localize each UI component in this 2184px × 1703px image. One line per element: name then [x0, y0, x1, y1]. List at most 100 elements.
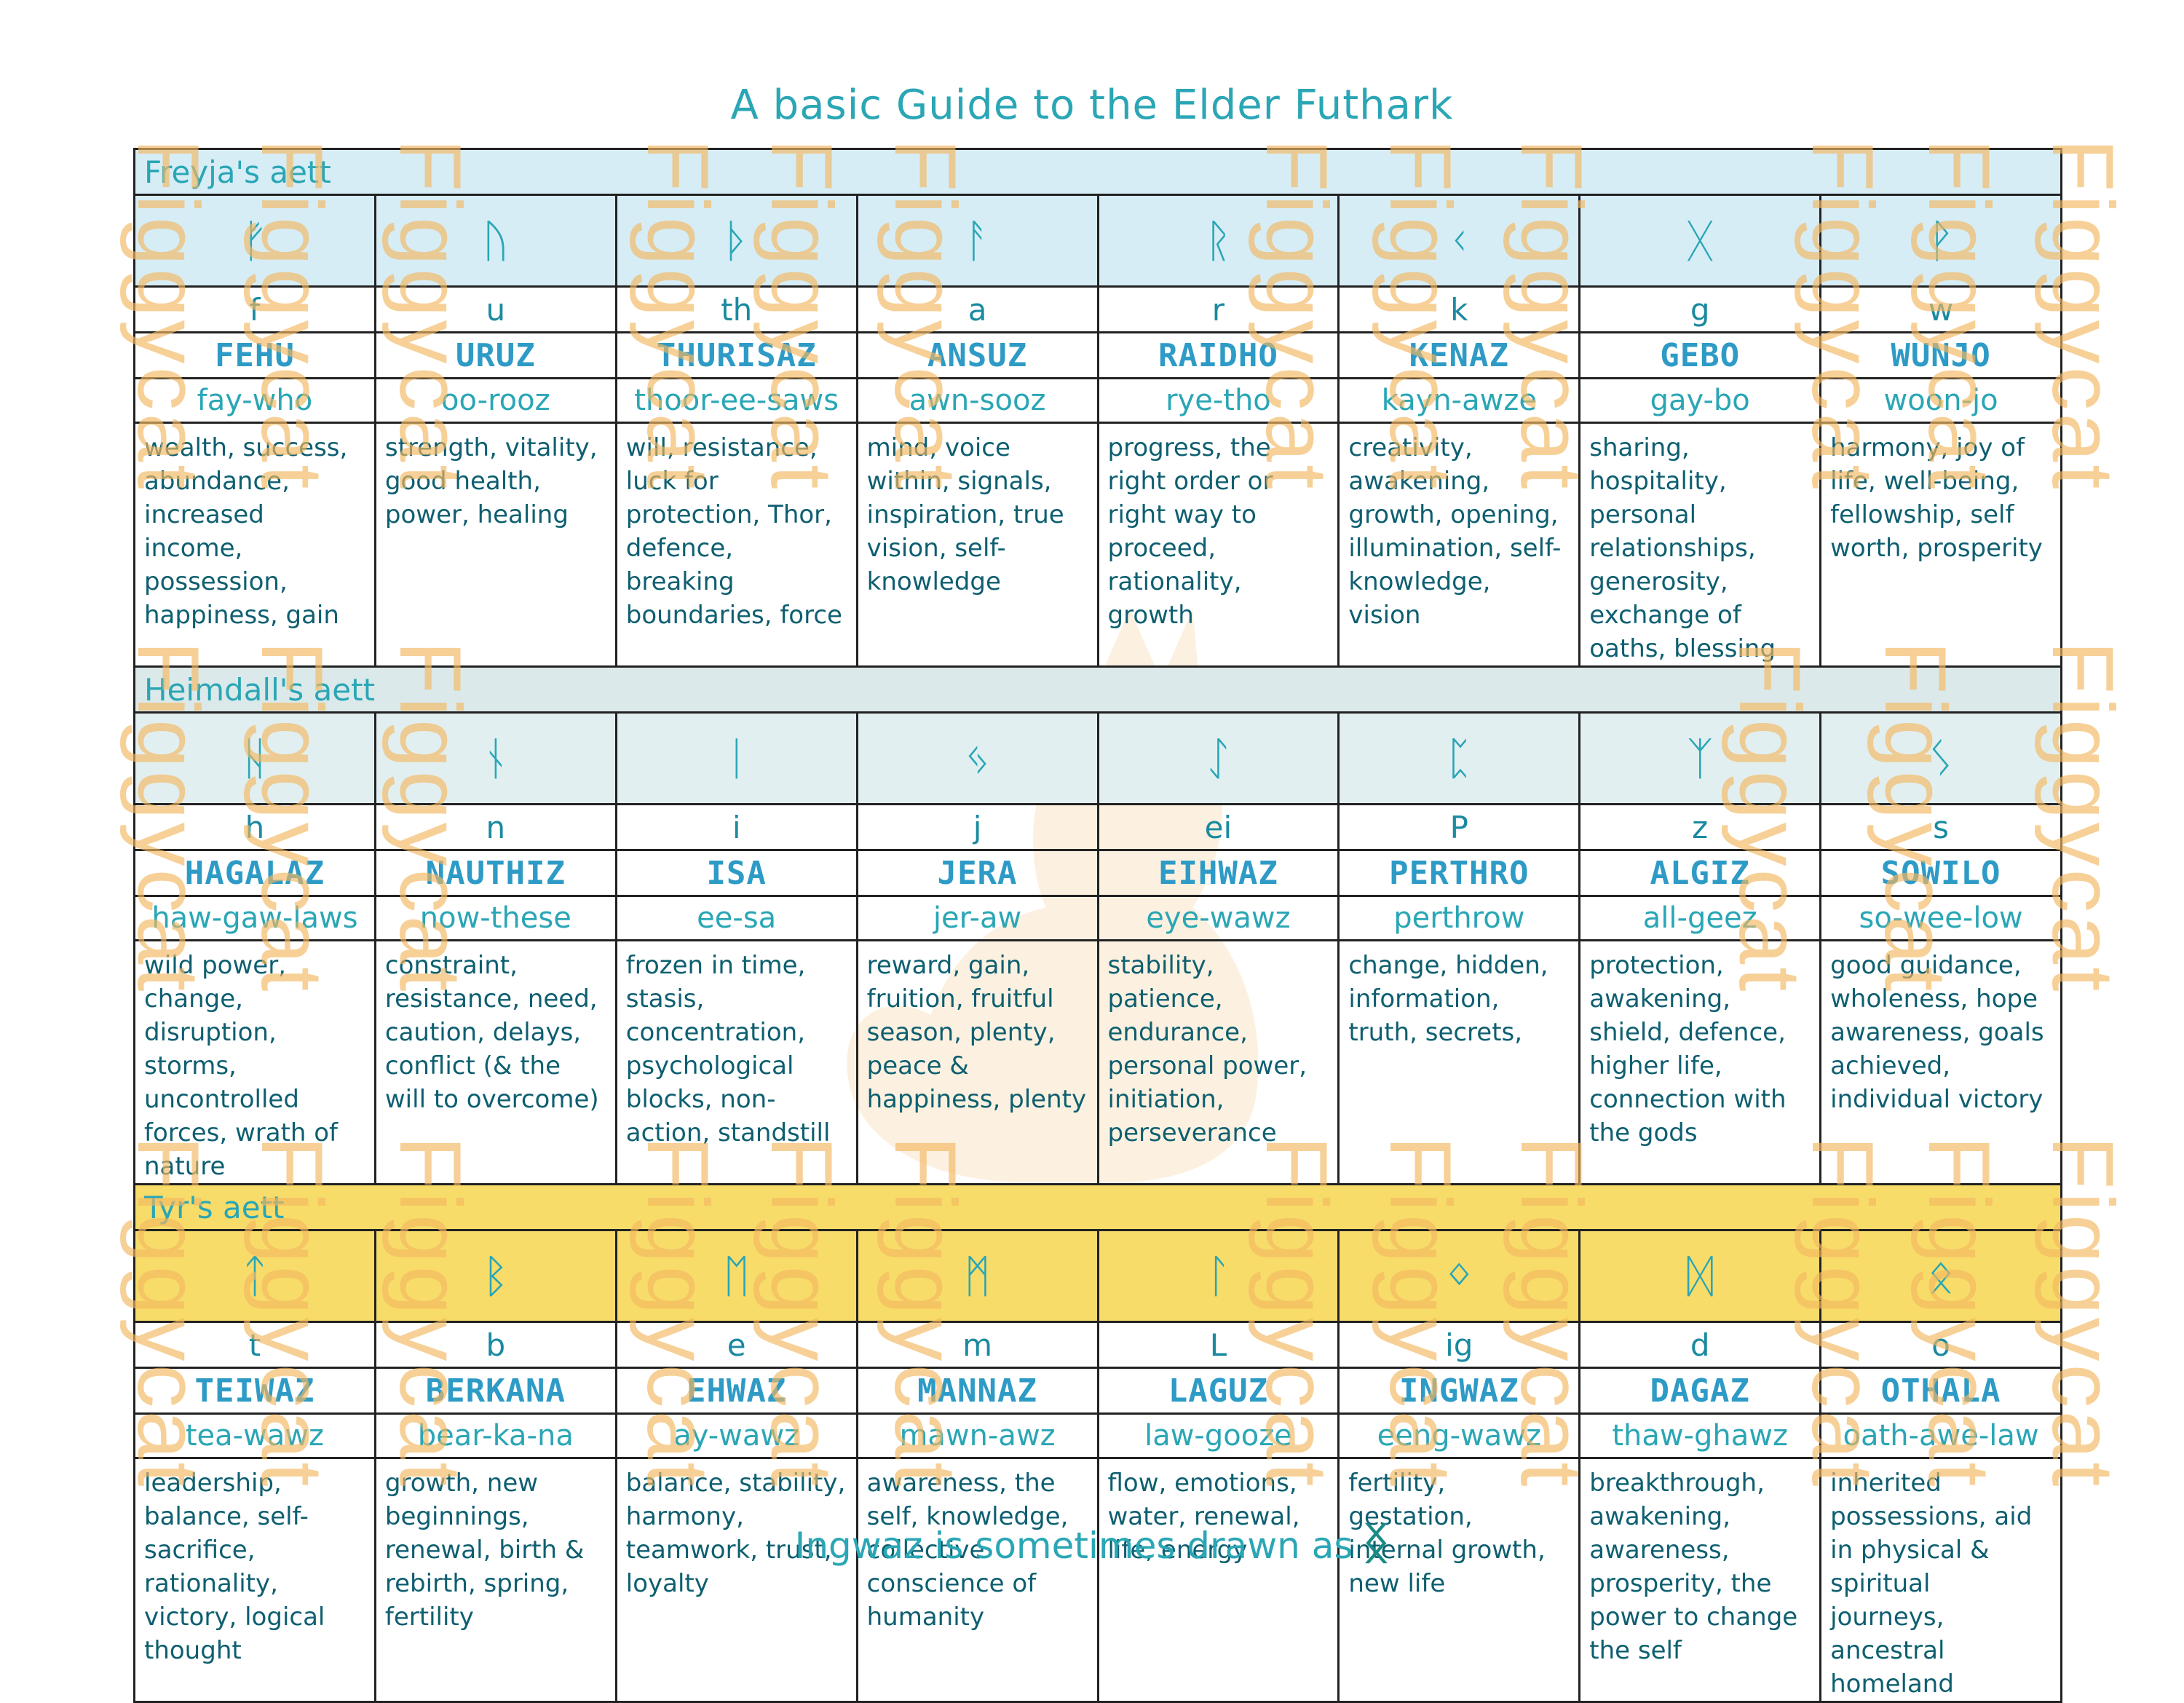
page-title: A basic Guide to the Elder Futhark	[730, 82, 1454, 129]
rune-meaning-cell: wild power, change, disruption, storms, …	[133, 939, 376, 1185]
rune-name-cell: TEIWAZ	[133, 1367, 376, 1415]
watermark-text: Figgycat	[381, 1136, 479, 1490]
rune-name: LAGUZ	[1168, 1372, 1269, 1410]
watermark-text: Figgycat	[119, 641, 217, 995]
rune-name-cell: URUZ	[373, 331, 617, 379]
rune-letter: f	[249, 291, 261, 328]
rune-pronunciation: rye-tho	[1166, 384, 1271, 417]
rune-letter: a	[968, 291, 987, 328]
rune-letter: w	[1928, 291, 1954, 328]
watermark-text: Figgycat	[1248, 138, 1345, 492]
rune-glyph: ᚠ	[241, 214, 269, 267]
futhark-table: Freyja's aett ᚠ ᚢ ᚦ ᚨ ᚱ ᚲ ᚷ ᚹ f u th a r k g w FEHU URUZ T…	[133, 148, 2062, 1703]
rune-meaning-cell: strength, vitality, good health, power, …	[373, 422, 617, 668]
rune-letter: t	[248, 1327, 261, 1363]
rune-name: FEHU	[214, 336, 295, 374]
footer-text: Ingwaz is sometimes drawn as	[794, 1525, 1353, 1567]
rune-name-cell: JERA	[855, 849, 1099, 897]
rune-pronunciation-cell: rye-tho	[1096, 377, 1340, 424]
rune-pronunciation-cell: woon-jo	[1819, 377, 2062, 424]
rune-meaning: progress, the right order or right way t…	[1107, 433, 1273, 630]
freyja-aett-section: Freyja's aett ᚠ ᚢ ᚦ ᚨ ᚱ ᚲ ᚷ ᚹ f u th a r k g w FEHU URUZ T…	[133, 148, 2062, 668]
watermark-text: Figgycat	[1721, 641, 1819, 995]
rune-name-cell: EIHWAZ	[1096, 849, 1340, 897]
rune-pronunciation-cell: ee-sa	[614, 895, 858, 941]
rune-glyph-cell: ᛉ	[1578, 711, 1822, 805]
rune-letter: th	[721, 291, 753, 328]
rune-name-cell: HAGALAZ	[133, 849, 376, 897]
rune-glyph: ᛜ	[1445, 1249, 1473, 1303]
rune-letter-cell: d	[1578, 1321, 1822, 1369]
watermark-text: Figgycat	[2034, 641, 2132, 995]
rune-letter: j	[973, 809, 982, 845]
rune-meaning: creativity, awakening, growth, opening, …	[1348, 433, 1562, 630]
rune-name: JERA	[937, 854, 1018, 892]
rune-pronunciation: kayn-awze	[1381, 384, 1537, 417]
rune-pronunciation: now-these	[419, 901, 571, 935]
rune-name: PERTHRO	[1389, 854, 1530, 892]
rune-meaning-cell: harmony, joy of life, well-being, fellow…	[1819, 422, 2062, 668]
rune-meaning-cell: mind, voice within, signals, inspiration…	[855, 422, 1099, 668]
rune-glyph: ᛟ	[1927, 1249, 1955, 1303]
rune-meaning-cell: breakthrough, awakening, awareness, pros…	[1578, 1457, 1822, 1703]
rune-name: ISA	[706, 854, 767, 892]
rune-name: NAUTHIZ	[425, 854, 566, 892]
rune-name: ALGIZ	[1650, 854, 1750, 892]
rune-name: DAGAZ	[1650, 1372, 1750, 1410]
watermark-text: Figgycat	[1372, 1136, 1469, 1490]
rune-pronunciation-cell: so-wee-low	[1819, 895, 2062, 941]
rune-name-row: FEHU URUZ THURISAZ ANSUZ RAIDHO KENAZ GEBO WUNJ…	[133, 331, 2062, 379]
rune-letter: b	[486, 1327, 506, 1363]
rune-letter-cell: ei	[1096, 803, 1340, 851]
rune-meaning-row: leadership, balance, self-sacrifice, rat…	[133, 1457, 2062, 1703]
rune-name: ANSUZ	[927, 336, 1028, 374]
rune-glyph-cell: ᛟ	[1819, 1229, 2062, 1323]
rune-name: RAIDHO	[1158, 336, 1278, 374]
rune-letter: e	[727, 1327, 746, 1363]
rune-letter: k	[1450, 291, 1468, 328]
rune-meaning: protection, awakening, shield, defence, …	[1589, 951, 1787, 1147]
watermark-text: Figgycat	[629, 1136, 727, 1490]
rune-glyph-cell: ᛁ	[614, 711, 858, 805]
rune-meaning: flow, emotions, water, renewal, life, en…	[1107, 1469, 1300, 1565]
rune-glyph-cell: ᚠ	[133, 194, 376, 288]
rune-glyph: ᚦ	[723, 214, 751, 267]
rune-meaning-cell: creativity, awakening, growth, opening, …	[1337, 422, 1581, 668]
rune-letter: g	[1690, 291, 1710, 328]
rune-meaning: growth, new beginnings, renewal, birth &…	[384, 1469, 585, 1632]
rune-pronunciation: eeng-wawz	[1377, 1419, 1541, 1453]
rune-meaning: stability, patience, endurance, personal…	[1107, 951, 1307, 1147]
rune-pronunciation-cell: thaw-ghawz	[1578, 1412, 1822, 1459]
watermark-text: Figgycat	[1372, 138, 1469, 492]
rune-glyph: ᚲ	[1445, 214, 1473, 267]
ingwaz-alt-glyph: ᛝ	[1363, 1518, 1390, 1569]
rune-letter: ei	[1204, 809, 1233, 845]
rune-name: INGWAZ	[1398, 1372, 1519, 1410]
rune-glyph-cell: ᛈ	[1337, 711, 1581, 805]
rune-meaning-cell: growth, new beginnings, renewal, birth &…	[373, 1457, 617, 1703]
rune-letter-cell: k	[1337, 285, 1581, 333]
rune-name: EIHWAZ	[1158, 854, 1278, 892]
rune-glyph: ᛚ	[1204, 1249, 1233, 1303]
rune-pronunciation-cell: now-these	[373, 895, 617, 941]
rune-name-cell: ANSUZ	[855, 331, 1099, 379]
rune-pronunciation: thoor-ee-saws	[634, 384, 839, 417]
rune-meaning: mind, voice within, signals, inspiration…	[866, 433, 1064, 596]
rune-pronunciation-cell: law-gooze	[1096, 1412, 1340, 1459]
rune-pronunciation-cell: haw-gaw-laws	[133, 895, 376, 941]
rune-name-cell: LAGUZ	[1096, 1367, 1340, 1415]
rune-glyph-cell: ᛏ	[133, 1229, 376, 1323]
rune-meaning: sharing, hospitality, personal relations…	[1589, 433, 1776, 663]
rune-pronunciation-cell: eeng-wawz	[1337, 1412, 1581, 1459]
rune-glyph-cell: ᛇ	[1096, 711, 1340, 805]
rune-pronunciation-cell: ay-wawz	[614, 1412, 858, 1459]
rune-glyph: ᚢ	[482, 214, 510, 267]
rune-glyph: ᛗ	[963, 1249, 992, 1303]
rune-pronunciation: eye-wawz	[1146, 901, 1291, 935]
rune-meaning-cell: sharing, hospitality, personal relations…	[1578, 422, 1822, 668]
rune-meaning-cell: reward, gain, fruition, fruitful season,…	[855, 939, 1099, 1185]
